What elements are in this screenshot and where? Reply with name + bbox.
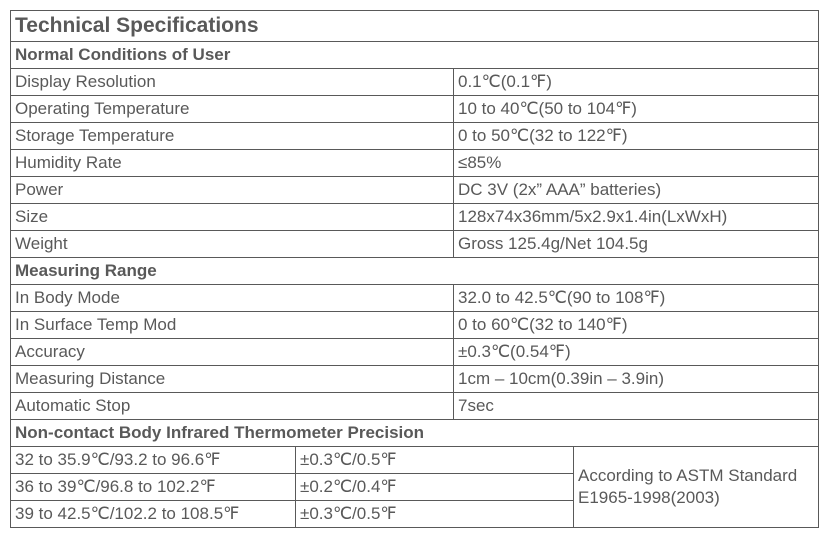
spec-value: 10 to 40℃(50 to 104℉) [454, 96, 819, 123]
spec-row: PowerDC 3V (2x” AAA” batteries) [11, 177, 819, 204]
spec-label: Size [11, 204, 454, 231]
spec-label: Storage Temperature [11, 123, 454, 150]
spec-label: In Surface Temp Mod [11, 312, 454, 339]
spec-value: 32.0 to 42.5℃(90 to 108℉) [454, 285, 819, 312]
spec-value: Gross 125.4g/Net 104.5g [454, 231, 819, 258]
spec-label: Humidity Rate [11, 150, 454, 177]
spec-value: DC 3V (2x” AAA” batteries) [454, 177, 819, 204]
spec-row: In Surface Temp Mod0 to 60℃(32 to 140℉) [11, 312, 819, 339]
spec-label: Display Resolution [11, 69, 454, 96]
spec-row: Automatic Stop7sec [11, 393, 819, 420]
precision-range: 36 to 39℃/96.8 to 102.2℉ [11, 474, 296, 501]
precision-range: 39 to 42.5℃/102.2 to 108.5℉ [11, 501, 296, 528]
spec-value: 7sec [454, 393, 819, 420]
precision-range: 32 to 35.9℃/93.2 to 96.6℉ [11, 447, 296, 474]
spec-label: Operating Temperature [11, 96, 454, 123]
spec-row: In Body Mode32.0 to 42.5℃(90 to 108℉) [11, 285, 819, 312]
spec-row: Storage Temperature0 to 50℃(32 to 122℉) [11, 123, 819, 150]
spec-value: ≤85% [454, 150, 819, 177]
spec-row: Measuring Distance1cm – 10cm(0.39in – 3.… [11, 366, 819, 393]
spec-row: WeightGross 125.4g/Net 104.5g [11, 231, 819, 258]
precision-tolerance: ±0.2℃/0.4℉ [296, 474, 574, 501]
spec-label: Measuring Distance [11, 366, 454, 393]
spec-row: Accuracy±0.3℃(0.54℉) [11, 339, 819, 366]
precision-tolerance: ±0.3℃/0.5℉ [296, 501, 574, 528]
spec-row: Display Resolution0.1℃(0.1℉) [11, 69, 819, 96]
spec-label: Automatic Stop [11, 393, 454, 420]
spec-value: 0 to 50℃(32 to 122℉) [454, 123, 819, 150]
precision-note: According to ASTM Standard E1965-1998(20… [574, 447, 819, 528]
spec-value: 128x74x36mm/5x2.9x1.4in(LxWxH) [454, 204, 819, 231]
spec-label: Weight [11, 231, 454, 258]
spec-label: Power [11, 177, 454, 204]
spec-row: Humidity Rate≤85% [11, 150, 819, 177]
spec-label: Accuracy [11, 339, 454, 366]
section2-header: Measuring Range [11, 258, 819, 285]
spec-table: Technical Specifications Normal Conditio… [10, 10, 819, 528]
section3-header: Non-contact Body Infrared Thermometer Pr… [11, 420, 819, 447]
spec-value: ±0.3℃(0.54℉) [454, 339, 819, 366]
title-cell: Technical Specifications [11, 11, 819, 42]
spec-label: In Body Mode [11, 285, 454, 312]
spec-row: Operating Temperature10 to 40℃(50 to 104… [11, 96, 819, 123]
spec-value: 0 to 60℃(32 to 140℉) [454, 312, 819, 339]
precision-row: 32 to 35.9℃/93.2 to 96.6℉ ±0.3℃/0.5℉ Acc… [11, 447, 819, 474]
precision-tolerance: ±0.3℃/0.5℉ [296, 447, 574, 474]
spec-row: Size128x74x36mm/5x2.9x1.4in(LxWxH) [11, 204, 819, 231]
section1-header: Normal Conditions of User [11, 42, 819, 69]
spec-value: 0.1℃(0.1℉) [454, 69, 819, 96]
spec-value: 1cm – 10cm(0.39in – 3.9in) [454, 366, 819, 393]
